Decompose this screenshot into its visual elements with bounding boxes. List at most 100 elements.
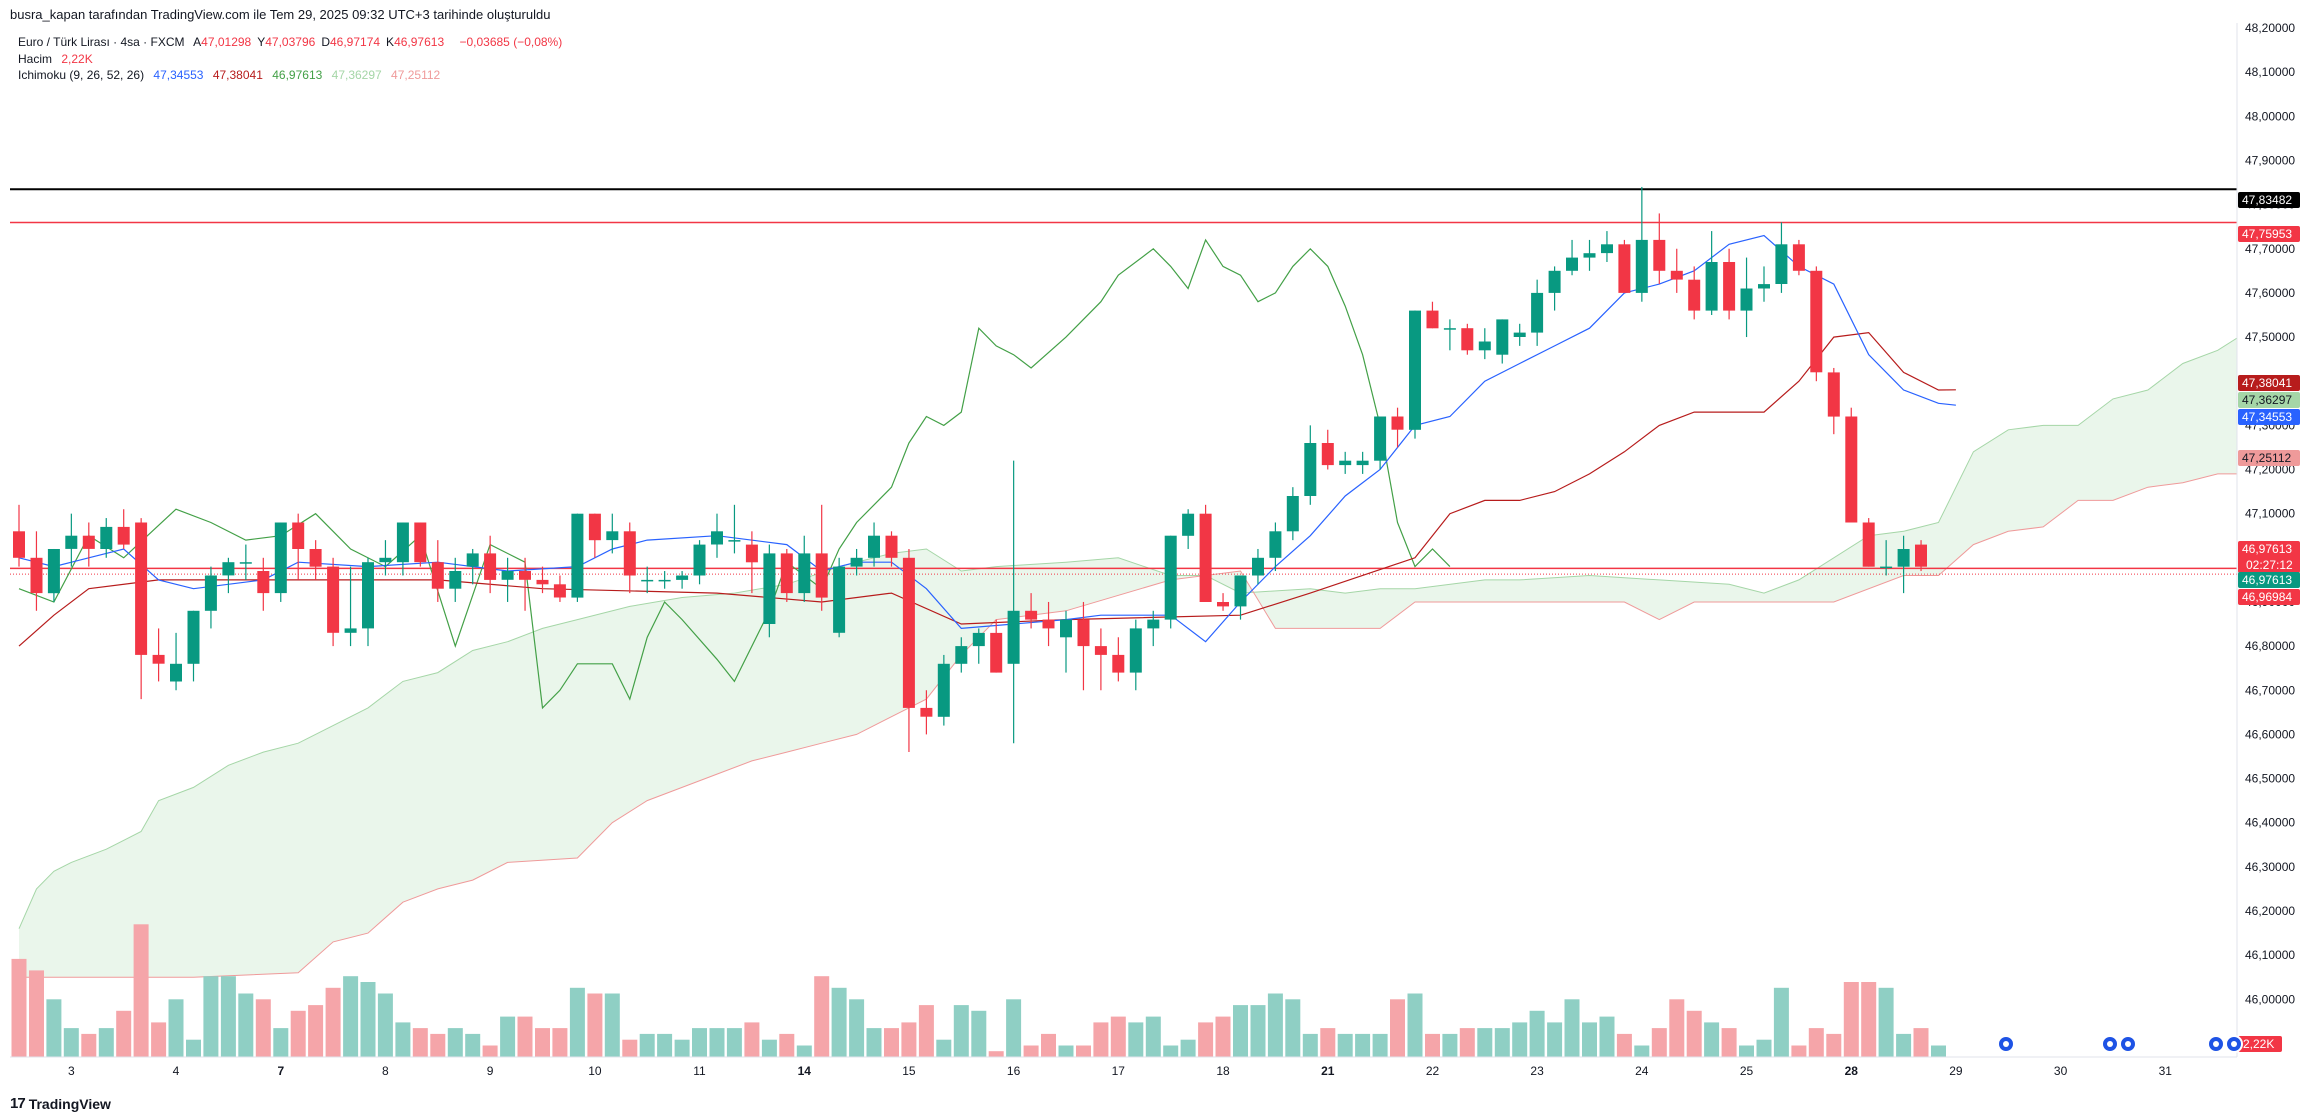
event-marker-icon[interactable] [2225,1035,2243,1053]
candle[interactable] [815,504,828,611]
candle[interactable] [1286,487,1299,541]
candle[interactable] [362,557,374,647]
candle[interactable] [1391,407,1404,448]
candle[interactable] [850,548,863,576]
candle[interactable] [1409,310,1421,439]
candle[interactable] [1635,186,1648,302]
candle[interactable] [1112,637,1125,682]
candle[interactable] [937,654,950,726]
volume-legend[interactable]: Hacim 2,22K [18,52,99,66]
candle[interactable] [1566,239,1578,276]
candle[interactable] [728,504,741,554]
ichimoku-legend[interactable]: Ichimoku (9, 26, 52, 26) 47,34553 47,380… [18,68,446,82]
time-axis[interactable]: 3 4 7 8 9 10 11 14 15 16 17 18 21 22 23 24 25 28 29 30 31 [68,1064,2172,1078]
candle[interactable] [536,566,549,594]
candle[interactable] [292,513,305,580]
candle[interactable] [501,557,514,602]
candle[interactable] [1862,518,1875,567]
candle[interactable] [82,522,95,567]
candle[interactable] [1007,460,1020,744]
candle[interactable] [1356,451,1369,474]
candle[interactable] [1880,540,1893,576]
candle[interactable] [379,540,392,576]
candle[interactable] [274,522,287,602]
candle[interactable] [955,637,968,673]
event-marker-icon[interactable] [2119,1035,2137,1053]
candle[interactable] [798,535,811,602]
event-marker-icon[interactable] [2101,1035,2119,1053]
candle[interactable] [65,513,78,567]
candle[interactable] [833,557,846,638]
candle[interactable] [553,575,566,602]
ichimoku-label[interactable]: Ichimoku (9, 26, 52, 26) [18,68,145,82]
candle[interactable] [902,548,915,753]
candle[interactable] [484,535,497,594]
candle[interactable] [711,513,723,558]
candle[interactable] [187,610,200,682]
candle[interactable] [100,518,113,558]
candle[interactable] [1252,548,1264,585]
candle[interactable] [327,557,340,647]
candle[interactable] [1548,266,1561,311]
candle[interactable] [920,690,933,735]
candle[interactable] [1164,535,1177,629]
candle[interactable] [606,513,619,554]
candle[interactable] [239,544,252,580]
candle[interactable] [135,518,148,700]
candle[interactable] [204,566,217,629]
candle[interactable] [1077,601,1090,691]
candle[interactable] [1740,257,1753,338]
tradingview-logo[interactable]: 17 TradingView [10,1095,111,1112]
candle[interactable] [1915,540,1927,572]
candle[interactable] [1374,416,1387,470]
candle[interactable] [1670,248,1683,293]
candle[interactable] [571,513,584,602]
candle[interactable] [449,557,462,602]
candle[interactable] [1705,231,1718,315]
candle[interactable] [1217,593,1229,611]
plot-area[interactable] [10,186,2288,1057]
candle[interactable] [1583,239,1596,271]
candle[interactable] [1321,429,1334,470]
candle[interactable] [1897,535,1910,594]
candle[interactable] [1339,451,1352,474]
candle[interactable] [414,522,427,567]
candle[interactable] [676,571,689,589]
candle[interactable] [1234,575,1247,620]
candle[interactable] [658,571,671,589]
candle[interactable] [257,557,270,611]
candle[interactable] [588,513,601,558]
candle[interactable] [1723,248,1736,320]
candle[interactable] [396,522,409,576]
candle[interactable] [1199,504,1212,602]
price-axis[interactable]: 46,00000 46,10000 46,20000 46,30000 46,40000… [2245,21,2295,1006]
candle[interactable] [1601,231,1613,262]
candle[interactable] [1182,509,1195,549]
candle[interactable] [1025,593,1038,629]
candle[interactable] [309,540,322,580]
candle[interactable] [117,509,130,549]
candle[interactable] [1461,323,1474,355]
candle[interactable] [344,566,357,647]
candle[interactable] [990,619,1003,673]
candle[interactable] [1618,239,1631,293]
candle[interactable] [1060,610,1072,673]
symbol-name[interactable]: Euro / Türk Lirası · 4sa · FXCM [18,35,185,49]
candle[interactable] [1827,367,1840,435]
candle[interactable] [1147,610,1160,647]
candle[interactable] [1304,425,1317,505]
candle[interactable] [623,522,636,594]
candle[interactable] [431,540,444,602]
candle[interactable] [1845,407,1858,523]
candle[interactable] [13,504,25,567]
candle[interactable] [1478,328,1491,360]
symbol-legend[interactable]: Euro / Türk Lirası · 4sa · FXCM A47,0129… [18,35,568,49]
candle[interactable] [152,628,165,682]
candle[interactable] [1792,239,1805,276]
candle[interactable] [30,531,43,611]
candle[interactable] [693,540,706,585]
candle[interactable] [1688,266,1701,320]
candle[interactable] [1758,266,1770,302]
candle[interactable] [1496,319,1509,364]
candle[interactable] [972,628,985,664]
